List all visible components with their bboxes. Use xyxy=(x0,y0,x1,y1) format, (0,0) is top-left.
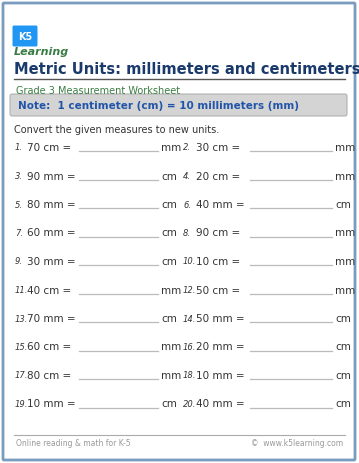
Text: Convert the given measures to new units.: Convert the given measures to new units. xyxy=(14,125,219,135)
Text: 3.: 3. xyxy=(15,172,23,181)
Text: 40 cm =: 40 cm = xyxy=(27,285,71,295)
Text: 40 mm =: 40 mm = xyxy=(196,200,244,210)
Text: 80 cm =: 80 cm = xyxy=(27,370,71,380)
Text: cm: cm xyxy=(335,370,351,380)
Text: 50 mm =: 50 mm = xyxy=(196,313,244,323)
Text: 17.: 17. xyxy=(15,371,28,380)
Text: 30 cm =: 30 cm = xyxy=(196,143,240,153)
Text: 70 cm =: 70 cm = xyxy=(27,143,71,153)
Text: 40 mm =: 40 mm = xyxy=(196,399,244,409)
Text: Metric Units: millimeters and centimeters: Metric Units: millimeters and centimeter… xyxy=(14,63,359,77)
Text: 30 mm =: 30 mm = xyxy=(27,257,76,266)
Text: cm: cm xyxy=(335,200,351,210)
Text: 10 mm =: 10 mm = xyxy=(27,399,76,409)
Text: 14.: 14. xyxy=(183,314,196,323)
Text: ©  www.k5learning.com: © www.k5learning.com xyxy=(251,438,343,448)
Text: 7.: 7. xyxy=(15,229,23,238)
Text: cm: cm xyxy=(161,228,177,238)
Text: Learning: Learning xyxy=(14,47,69,57)
Text: cm: cm xyxy=(335,399,351,409)
Text: 10 cm =: 10 cm = xyxy=(196,257,240,266)
Text: K5: K5 xyxy=(18,32,32,42)
Text: 11.: 11. xyxy=(15,285,28,294)
Text: 2.: 2. xyxy=(183,143,191,152)
Text: 60 mm =: 60 mm = xyxy=(27,228,76,238)
Text: cm: cm xyxy=(335,342,351,352)
Text: 20 mm =: 20 mm = xyxy=(196,342,244,352)
Text: 1.: 1. xyxy=(15,143,23,152)
Text: mm: mm xyxy=(335,285,355,295)
Text: 5.: 5. xyxy=(15,200,23,209)
Text: Online reading & math for K-5: Online reading & math for K-5 xyxy=(16,438,131,448)
Text: 50 cm =: 50 cm = xyxy=(196,285,240,295)
Text: mm: mm xyxy=(335,143,355,153)
FancyBboxPatch shape xyxy=(10,95,347,117)
Text: cm: cm xyxy=(161,313,177,323)
Text: 10.: 10. xyxy=(183,257,196,266)
Text: mm: mm xyxy=(335,228,355,238)
Text: mm: mm xyxy=(161,143,181,153)
Text: cm: cm xyxy=(161,171,177,181)
Text: 20.: 20. xyxy=(183,399,196,408)
Text: cm: cm xyxy=(335,313,351,323)
Text: 90 mm =: 90 mm = xyxy=(27,171,76,181)
Text: cm: cm xyxy=(161,399,177,409)
Text: 18.: 18. xyxy=(183,371,196,380)
Text: mm: mm xyxy=(161,342,181,352)
Text: 16.: 16. xyxy=(183,342,196,351)
Text: Grade 3 Measurement Worksheet: Grade 3 Measurement Worksheet xyxy=(16,86,180,96)
Text: 12.: 12. xyxy=(183,285,196,294)
Text: 60 cm =: 60 cm = xyxy=(27,342,71,352)
Text: 70 mm =: 70 mm = xyxy=(27,313,76,323)
Text: 15.: 15. xyxy=(15,342,28,351)
Text: 8.: 8. xyxy=(183,229,191,238)
Text: mm: mm xyxy=(161,370,181,380)
FancyBboxPatch shape xyxy=(3,4,355,460)
Text: cm: cm xyxy=(161,257,177,266)
Text: Note:  1 centimeter (cm) = 10 millimeters (mm): Note: 1 centimeter (cm) = 10 millimeters… xyxy=(18,101,299,111)
Text: 13.: 13. xyxy=(15,314,28,323)
Text: 19.: 19. xyxy=(15,399,28,408)
Text: 20 cm =: 20 cm = xyxy=(196,171,240,181)
Text: 6.: 6. xyxy=(183,200,191,209)
Text: cm: cm xyxy=(161,200,177,210)
Text: mm: mm xyxy=(161,285,181,295)
Text: mm: mm xyxy=(335,171,355,181)
Text: 90 cm =: 90 cm = xyxy=(196,228,240,238)
FancyBboxPatch shape xyxy=(13,26,37,47)
Text: 10 mm =: 10 mm = xyxy=(196,370,244,380)
Text: 4.: 4. xyxy=(183,172,191,181)
Text: mm: mm xyxy=(335,257,355,266)
Text: 80 mm =: 80 mm = xyxy=(27,200,76,210)
Text: 9.: 9. xyxy=(15,257,23,266)
